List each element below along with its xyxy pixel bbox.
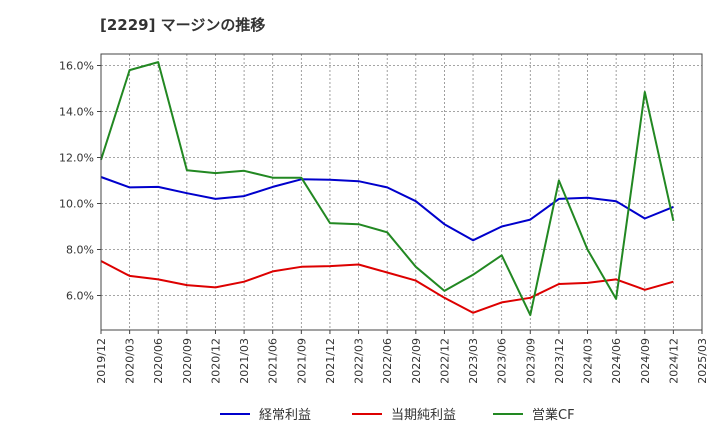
y-tick-label: 12.0% xyxy=(59,152,94,165)
x-tick-label: 2025/03 xyxy=(696,338,709,384)
x-tick-label: 2020/03 xyxy=(124,338,137,384)
y-tick-label: 10.0% xyxy=(59,198,94,211)
y-tick-label: 14.0% xyxy=(59,106,94,119)
x-tick-label: 2024/09 xyxy=(639,338,652,384)
x-axis-ticks: 2019/12 2020/03 2020/06 2020/09 2020/12 2021/… xyxy=(95,330,709,384)
legend-label-1: 当期純利益 xyxy=(391,408,456,423)
x-tick-label: 2023/03 xyxy=(467,338,480,384)
series-line-1 xyxy=(100,260,674,314)
x-tick-label: 2021/06 xyxy=(267,338,280,384)
x-tick-label: 2020/12 xyxy=(209,338,222,384)
x-tick-label: 2024/06 xyxy=(610,338,623,384)
x-tick-label: 2021/09 xyxy=(295,338,308,384)
x-tick-label: 2020/06 xyxy=(152,338,165,384)
y-tick-label: 8.0% xyxy=(66,244,94,257)
legend-label-2: 営業CF xyxy=(532,407,575,423)
y-axis-ticks: 6.0% 8.0% 10.0% 12.0% 14.0% 16.0% xyxy=(59,60,101,303)
x-tick-label: 2022/09 xyxy=(410,338,423,384)
x-tick-label: 2020/09 xyxy=(181,338,194,384)
x-tick-label: 2019/12 xyxy=(95,338,108,384)
series-lines xyxy=(100,61,675,317)
y-tick-label: 16.0% xyxy=(59,60,94,73)
series-line-0 xyxy=(100,176,674,242)
x-tick-label: 2023/06 xyxy=(496,338,509,384)
plot-frame xyxy=(100,53,703,331)
x-tick-label: 2021/12 xyxy=(324,338,337,384)
series-line-2 xyxy=(100,61,675,317)
x-tick-label: 2022/12 xyxy=(438,338,451,384)
x-tick-label: 2023/12 xyxy=(553,338,566,384)
x-tick-label: 2024/03 xyxy=(582,338,595,384)
x-tick-label: 2023/09 xyxy=(524,338,537,384)
grid-lines xyxy=(101,54,702,330)
chart-title: [2229] マージンの推移 xyxy=(100,16,266,34)
legend: 経常利益 当期純利益 営業CF xyxy=(220,407,575,423)
x-tick-label: 2021/03 xyxy=(238,338,251,384)
y-tick-label: 6.0% xyxy=(66,290,94,303)
x-tick-label: 2024/12 xyxy=(667,338,680,384)
x-tick-label: 2022/06 xyxy=(381,338,394,384)
legend-label-0: 経常利益 xyxy=(259,408,311,423)
x-tick-label: 2022/03 xyxy=(353,338,366,384)
